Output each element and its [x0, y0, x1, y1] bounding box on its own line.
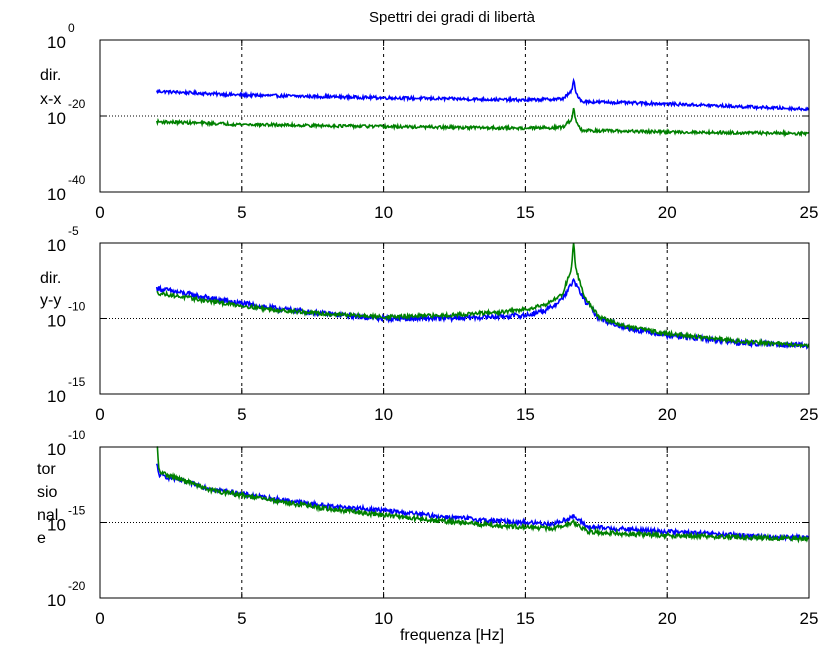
series-line-blue [155, 77, 810, 112]
y-tick-label-base: 10 [47, 236, 66, 255]
y-axis-label-line: dir. [40, 270, 61, 287]
chart-title: Spettri dei gradi di libertà [369, 9, 536, 26]
y-tick-label-exponent: -40 [68, 173, 86, 187]
series-line-blue [155, 463, 810, 543]
y-tick-label-exponent: 0 [68, 21, 75, 35]
series-line-green [156, 446, 810, 544]
x-axis-label: frequenza [Hz] [400, 627, 504, 644]
y-tick-label-exponent: -20 [68, 97, 86, 111]
x-tick-label: 0 [95, 203, 104, 222]
x-tick-label: 5 [237, 405, 246, 424]
x-tick-label: 10 [374, 609, 393, 628]
y-tick-label-exponent: -15 [68, 375, 86, 389]
y-tick-label-base: 10 [47, 109, 66, 128]
x-tick-label: 25 [800, 405, 819, 424]
y-tick-label-base: 10 [47, 387, 66, 406]
x-tick-label: 0 [95, 405, 104, 424]
y-tick-label-base: 10 [47, 516, 66, 535]
x-tick-label: 10 [374, 203, 393, 222]
y-axis-label-line: y-y [40, 292, 61, 309]
x-tick-label: 20 [658, 609, 677, 628]
y-axis-label-line: dir. [40, 67, 61, 84]
y-axis-label-line: x-x [40, 91, 61, 108]
y-tick-label-exponent: -10 [68, 428, 86, 442]
y-tick-label-base: 10 [47, 185, 66, 204]
x-tick-label: 10 [374, 405, 393, 424]
x-tick-label: 0 [95, 609, 104, 628]
y-tick-label-base: 10 [47, 440, 66, 459]
x-tick-label: 25 [800, 203, 819, 222]
y-tick-label-exponent: -5 [68, 224, 79, 238]
y-tick-label-exponent: -10 [68, 300, 86, 314]
x-tick-label: 15 [516, 609, 535, 628]
series-line-green [155, 107, 810, 138]
y-tick-label-exponent: -15 [68, 504, 86, 518]
y-tick-label-base: 10 [47, 312, 66, 331]
x-tick-label: 25 [800, 609, 819, 628]
series-line-green [156, 242, 810, 349]
y-tick-label-base: 10 [47, 591, 66, 610]
x-tick-label: 15 [516, 203, 535, 222]
y-tick-label-exponent: -20 [68, 579, 86, 593]
x-tick-label: 20 [658, 405, 677, 424]
y-tick-label-base: 10 [47, 33, 66, 52]
y-axis-label-line: nal [37, 507, 58, 524]
x-tick-label: 5 [237, 609, 246, 628]
y-axis-label-line: e [37, 530, 46, 547]
y-axis-label-line: sio [37, 484, 58, 501]
x-tick-label: 5 [237, 203, 246, 222]
x-tick-label: 15 [516, 405, 535, 424]
x-tick-label: 20 [658, 203, 677, 222]
y-axis-label-line: tor [37, 461, 56, 478]
